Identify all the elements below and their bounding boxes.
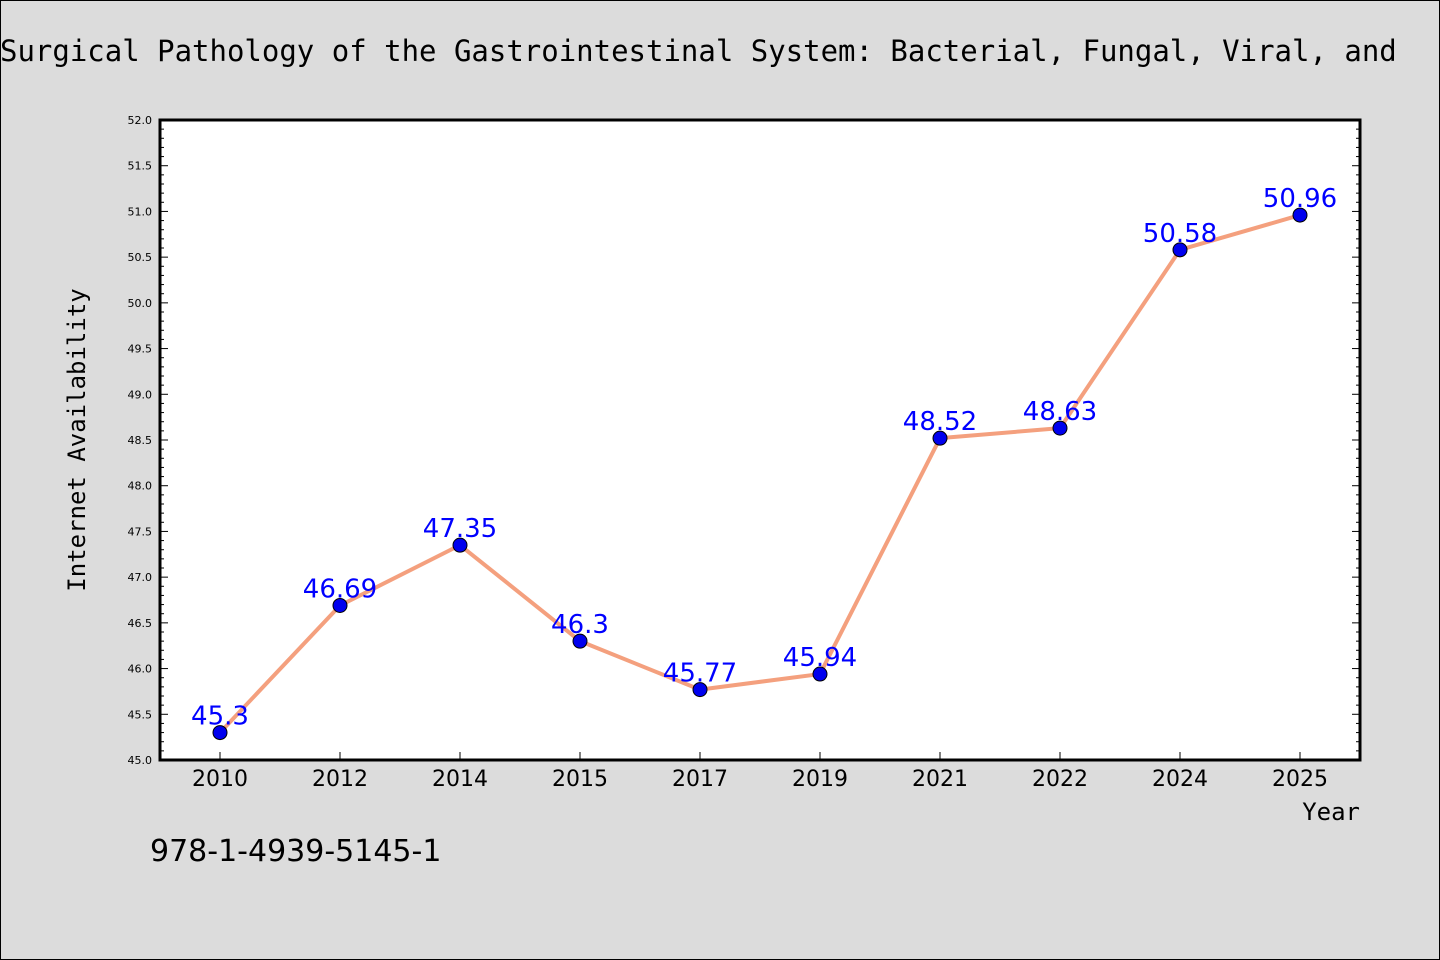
x-tick-label: 2015 [552, 767, 608, 792]
data-point [212, 725, 228, 741]
x-tick-label: 2017 [672, 767, 728, 792]
x-axis-label: Year [1302, 798, 1360, 826]
y-tick-label: 46.0 [128, 663, 153, 676]
y-tick-label: 50.0 [128, 297, 153, 310]
data-label: 50.58 [1143, 219, 1217, 249]
x-tick-label: 2019 [792, 767, 848, 792]
y-tick-label: 48.0 [128, 480, 153, 493]
y-tick-label: 45.0 [128, 754, 153, 767]
data-point [932, 430, 948, 446]
x-tick-label: 2024 [1152, 767, 1208, 792]
data-label: 45.94 [783, 643, 857, 673]
x-axis: 2010 2012 2014 2015 2017 2019 2021 2022 2024 2025 [192, 752, 1328, 792]
data-point [1172, 242, 1188, 258]
y-tick-label: 45.5 [128, 708, 153, 721]
data-label: 46.3 [551, 610, 609, 640]
data-label: 45.3 [191, 702, 249, 732]
y-tick-label: 51.5 [128, 160, 153, 173]
y-tick-label: 49.0 [128, 388, 153, 401]
data-point [452, 537, 468, 553]
y-tick-label: 51.0 [128, 205, 153, 218]
data-labels: 45.3 46.69 47.35 46.3 45.77 45.94 48.52 48.63 50… [191, 184, 1337, 731]
x-tick-label: 2021 [912, 767, 968, 792]
data-label: 48.63 [1023, 397, 1097, 427]
data-label: 48.52 [903, 407, 977, 437]
y-axis: 45.0 45.5 46.0 46.5 47.0 47.5 48.0 48.5 49.0 49.5… [128, 114, 1360, 767]
x-tick-label: 2022 [1032, 767, 1088, 792]
data-point [812, 666, 828, 682]
data-markers [212, 207, 1308, 741]
data-label: 47.35 [423, 514, 497, 544]
y-tick-label: 46.5 [128, 617, 153, 630]
data-point [572, 633, 588, 649]
y-tick-label: 52.0 [128, 114, 153, 127]
y-tick-label: 47.5 [128, 525, 153, 538]
data-point [1292, 207, 1308, 223]
x-tick-label: 2010 [192, 767, 248, 792]
y-axis-label: Internet Availability [63, 288, 91, 591]
y-tick-label: 47.0 [128, 571, 153, 584]
data-label: 45.77 [663, 659, 737, 689]
data-point [692, 682, 708, 698]
plot-area [158, 118, 1362, 762]
chart-title: Surgical Pathology of the Gastrointestin… [0, 34, 1397, 68]
isbn-text: 978-1-4939-5145-1 [150, 834, 442, 869]
y-tick-label: 49.5 [128, 343, 153, 356]
y-tick-label: 50.5 [128, 251, 153, 264]
x-tick-label: 2012 [312, 767, 368, 792]
data-label: 50.96 [1263, 184, 1337, 214]
y-tick-label: 48.5 [128, 434, 153, 447]
data-point [1052, 420, 1068, 436]
x-tick-label: 2014 [432, 767, 488, 792]
data-label: 46.69 [303, 574, 377, 604]
data-point [332, 597, 348, 613]
series-line [218, 213, 1301, 734]
x-tick-label: 2025 [1272, 767, 1328, 792]
